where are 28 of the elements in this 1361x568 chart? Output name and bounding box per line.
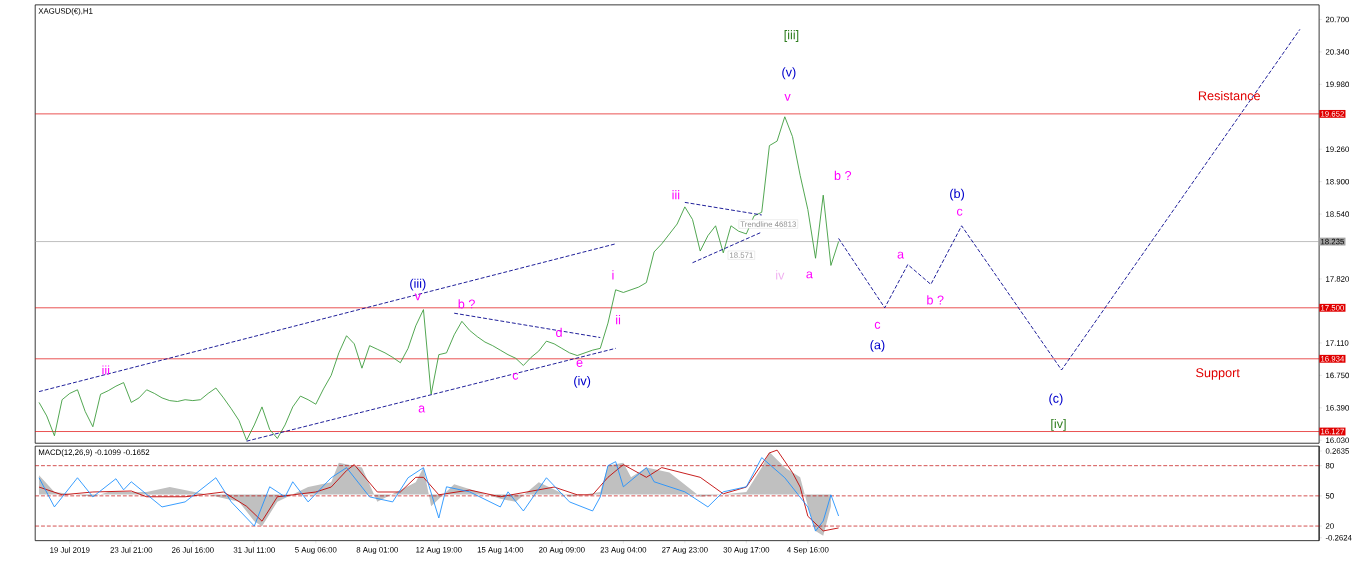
annotation: ii bbox=[616, 315, 621, 325]
annotation: (b) bbox=[950, 188, 964, 201]
annotation: [iii] bbox=[784, 30, 799, 42]
annotation: v bbox=[784, 94, 791, 101]
annotation: a bbox=[806, 271, 813, 279]
annotation: Resistance bbox=[1198, 90, 1260, 101]
annotation: iv bbox=[776, 270, 785, 280]
annotation: c bbox=[512, 372, 519, 380]
annotation: d bbox=[556, 327, 562, 337]
annotation: (a) bbox=[870, 340, 885, 352]
annotation: (iii) bbox=[410, 278, 426, 291]
annotation: b ? bbox=[458, 299, 475, 309]
annotation: iii bbox=[672, 190, 680, 200]
annotation: (c) bbox=[1049, 393, 1063, 406]
annotation: e bbox=[576, 360, 583, 367]
annotation: b ? bbox=[834, 170, 852, 181]
annotation: Support bbox=[1196, 368, 1240, 380]
annotation: [iv] bbox=[1051, 418, 1066, 431]
annotation: b ? bbox=[927, 295, 944, 305]
annotation: a bbox=[418, 405, 426, 413]
annotation: v bbox=[414, 293, 421, 301]
annotation: a bbox=[897, 251, 905, 259]
annotation: c bbox=[956, 208, 963, 216]
annotation: (iv) bbox=[574, 375, 591, 388]
annotation: c bbox=[874, 321, 881, 329]
annotation: (v) bbox=[782, 67, 796, 80]
annotation: i bbox=[612, 270, 614, 280]
annotation: iii bbox=[102, 365, 110, 375]
